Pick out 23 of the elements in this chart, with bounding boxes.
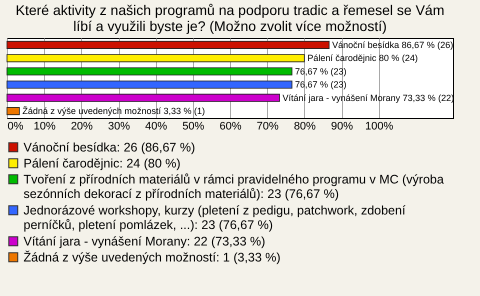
legend-label: Vánoční besídka: 26 (86,67 %) xyxy=(24,140,196,154)
legend-label: Žádná z výše uvedených možností: 1 (3,33 %) xyxy=(24,250,281,264)
data-label: Pálení čarodějnic 80 % (24) xyxy=(307,53,418,64)
x-tick-label: 30% xyxy=(108,120,130,132)
x-tick-label: 70% xyxy=(256,120,279,132)
x-tick-label: 50% xyxy=(182,120,205,132)
x-tick-label: 20% xyxy=(70,120,94,132)
x-tick-label: 0% xyxy=(8,120,24,132)
x-tick-label: 90% xyxy=(330,120,354,132)
legend-label: Jednorázové workshopy, kurzy (pletení z pedigu, patchwork, zdobení perníčků, pletení pomlázek, ...): 23 (76,67 %) xyxy=(24,203,406,232)
x-tick-label: 100% xyxy=(365,120,394,132)
x-tick-label: 40% xyxy=(145,120,168,132)
x-tick-label: 80% xyxy=(294,120,316,132)
x-tick-label: 60% xyxy=(219,120,242,132)
legend-label: Tvoření z přírodních materiálů v rámci pravidelného programu v MC (výroba sezónních dekorací z přírodních materiálů): 23 (76,67 %) xyxy=(24,172,444,201)
data-label: 76,67 % (23) xyxy=(294,66,346,76)
chart-title: Které aktivity z našich programů na podporu tradic a řemesel se Vám líbí a využili byste je? (Možno zvolit více možností) xyxy=(16,2,444,34)
legend-label: Pálení čarodějnic: 24 (80 %) xyxy=(24,156,181,170)
data-label: Žádná z výše uvedených možností 3,33 % (1) xyxy=(22,106,205,116)
data-label: 76,67 % (23) xyxy=(294,80,346,90)
x-tick-label: 10% xyxy=(34,120,56,132)
legend-label: Vítání jara - vynášení Morany: 22 (73,33 %) xyxy=(24,234,266,248)
data-label: Vánoční besídka 86,67 % (26) xyxy=(332,40,454,50)
